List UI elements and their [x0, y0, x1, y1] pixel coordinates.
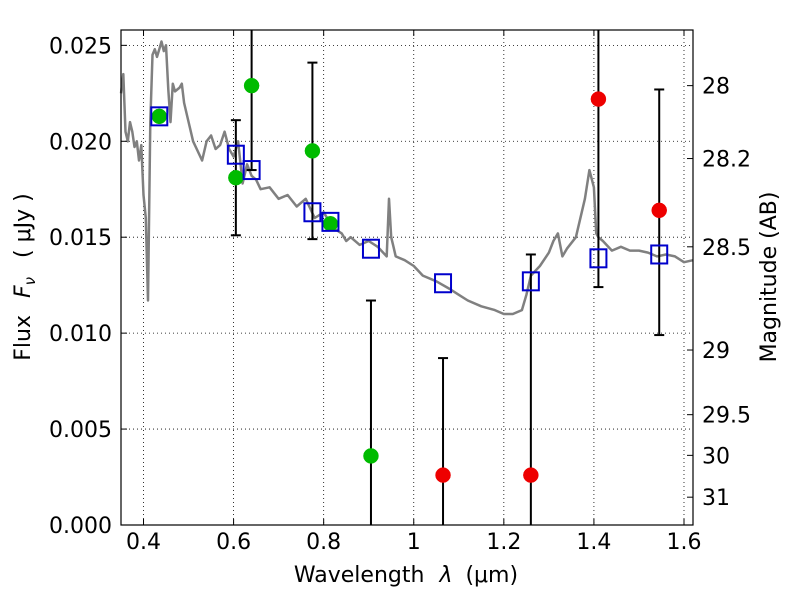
- model-photometry-square: [321, 211, 340, 232]
- y2-tick-label: 31: [702, 486, 730, 511]
- model-photometry-square: [150, 106, 169, 127]
- point-layer: [151, 77, 667, 483]
- x-axis-label-unit: (μm): [465, 563, 518, 588]
- non-detections-point: [523, 467, 539, 483]
- y-tick-label: 0.020: [49, 130, 112, 155]
- x-tick-label: 1.2: [486, 530, 521, 555]
- x-tick-label: 1.6: [666, 530, 701, 555]
- detections-point: [304, 143, 321, 159]
- y-axis-label-symbol: F: [11, 285, 36, 298]
- y-tick-label: 0.025: [49, 34, 112, 59]
- y-axis-label-subscript: ν: [21, 277, 39, 285]
- detections-point: [322, 216, 339, 232]
- model-photometry-square: [242, 160, 261, 181]
- y2-axis-label: Magnitude (AB): [757, 192, 782, 363]
- model-photometry-square: [434, 273, 453, 294]
- x-axis-label-symbol: λ: [438, 563, 452, 588]
- x-tick-label: 0.4: [126, 530, 161, 555]
- square-layer: [150, 106, 669, 294]
- model-photometry-square: [650, 244, 669, 265]
- x-axis-label-text: Wavelength: [294, 563, 425, 588]
- model-photometry-square: [303, 202, 322, 223]
- y-tick-labels: 0.000 0.005 0.010 0.015 0.020 0.025: [49, 34, 112, 539]
- y-axis-label: Flux Fν ( μJy ): [11, 193, 41, 360]
- y2-tick-labels: 28 28.2 28.5 29 29.5 30 31: [702, 75, 751, 512]
- y2-tick-label: 29: [702, 339, 730, 364]
- non-detections-point: [435, 467, 451, 483]
- non-detections-point: [651, 202, 667, 219]
- model-photometry-square: [521, 271, 540, 292]
- y-tick-label: 0.000: [49, 514, 112, 539]
- grid-lines: [121, 30, 693, 526]
- y-tick-label: 0.010: [49, 322, 112, 347]
- model-photometry-square: [226, 144, 245, 165]
- x-axis-label: Wavelength λ (μm): [294, 563, 518, 588]
- plot-frame: [120, 29, 694, 526]
- y2-tick-label: 28: [702, 75, 730, 100]
- detections-point: [363, 448, 379, 464]
- y-tick-label: 0.015: [49, 226, 112, 251]
- x-tick-label: 0.8: [306, 530, 341, 555]
- spectrum-layer: [119, 40, 694, 316]
- x-tick-label: 1.4: [576, 530, 611, 555]
- detections-point: [243, 77, 260, 94]
- x-tick-label: 1: [407, 530, 421, 555]
- detections-point: [228, 169, 244, 186]
- y-axis-label-unit: ( μJy ): [11, 193, 36, 258]
- y-tick-label: 0.005: [49, 418, 112, 443]
- y2-tick-label: 28.5: [702, 236, 751, 261]
- y2-tick-label: 29.5: [702, 404, 751, 429]
- y-axis-label-text: Flux: [11, 315, 36, 361]
- model-photometry-square: [589, 248, 608, 269]
- y2-tick-label: 28.2: [702, 148, 751, 173]
- non-detections-point: [590, 91, 607, 107]
- tick-marks: [121, 30, 693, 526]
- detections-point: [151, 108, 168, 125]
- model-photometry-square: [361, 238, 380, 259]
- spectrum-line: [119, 40, 694, 316]
- x-tick-labels: 0.4 0.6 0.8 1 1.2 1.4 1.6: [126, 530, 701, 555]
- y2-tick-label: 30: [702, 444, 730, 469]
- x-tick-label: 0.6: [216, 530, 251, 555]
